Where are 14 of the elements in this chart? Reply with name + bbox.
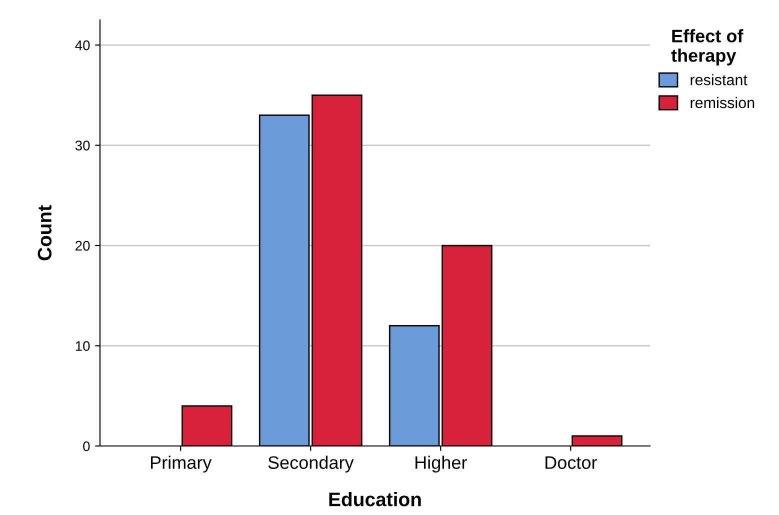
y-tick-label: 40 bbox=[75, 40, 90, 50]
x-tick-label: Doctor bbox=[546, 456, 597, 469]
legend-label: resistant bbox=[690, 74, 748, 86]
legend-label: remission bbox=[690, 96, 754, 108]
y-axis-title: Count bbox=[38, 205, 52, 260]
y-tick-label: 0 bbox=[83, 441, 90, 452]
y-tick-label: 30 bbox=[75, 140, 90, 150]
legend-title: Effect of therapy bbox=[671, 29, 744, 66]
x-tick-label: Higher bbox=[416, 456, 467, 473]
x-axis-title: Education bbox=[329, 492, 421, 506]
y-tick-label: 10 bbox=[76, 341, 90, 351]
y-tick-label: 20 bbox=[76, 240, 90, 251]
x-tick-label: Primary bbox=[151, 456, 212, 473]
x-tick-label: Secondary bbox=[268, 456, 354, 473]
